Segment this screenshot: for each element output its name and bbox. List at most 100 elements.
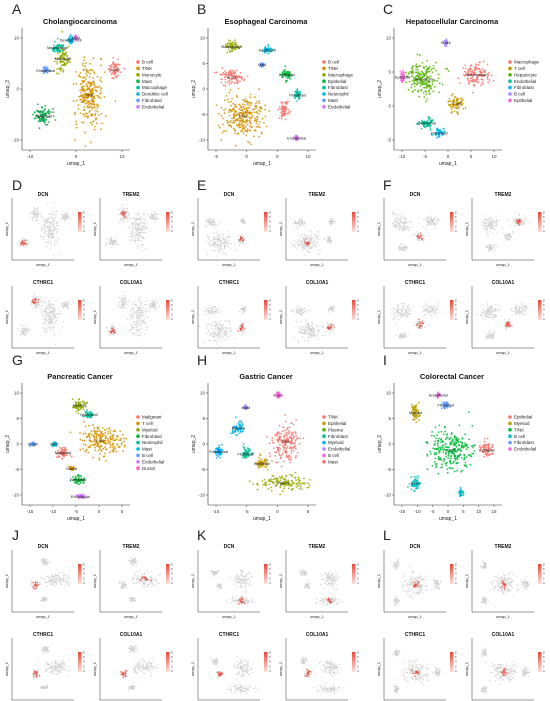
x-tick-label: 0: [245, 154, 248, 159]
umap-point: [297, 478, 300, 481]
umap-point: [249, 111, 252, 114]
cell-point: [55, 222, 58, 224]
umap-point: [111, 64, 113, 66]
x-tick-label: -5: [431, 509, 435, 514]
umap-point: [97, 96, 100, 99]
umap-point: [491, 452, 493, 455]
umap-point: [471, 452, 473, 455]
umap-point: [289, 436, 292, 438]
umap-point: [276, 435, 278, 437]
cell-point: [51, 236, 53, 238]
cluster-label: Endothelial: [429, 394, 448, 398]
umap-point: [289, 461, 291, 463]
umap-point: [456, 450, 458, 453]
umap-point: [81, 100, 84, 103]
umap-point: [234, 416, 237, 419]
umap-point: [441, 407, 443, 410]
umap-point: [279, 443, 281, 446]
umap-point: [93, 105, 95, 108]
umap-point: [120, 443, 123, 446]
umap-point: [473, 69, 476, 72]
umap-point: [239, 80, 242, 83]
umap-point: [96, 110, 99, 113]
x-axis-label: umap_1: [253, 161, 271, 167]
cell-point: [115, 239, 117, 242]
umap-point: [232, 119, 235, 122]
umap-point: [276, 432, 278, 435]
umap-point: [54, 119, 57, 121]
umap-point: [72, 100, 75, 102]
umap-point: [98, 457, 101, 460]
legend-label: Monocyte: [142, 72, 162, 77]
x-tick-label: 0: [75, 154, 78, 159]
umap-point: [91, 69, 94, 72]
umap-point: [454, 106, 457, 109]
cluster-label: Endothelial: [287, 136, 306, 140]
umap-point: [426, 455, 429, 457]
umap-point: [87, 71, 89, 73]
color-scale-bar: [78, 212, 82, 232]
umap-point: [444, 45, 447, 47]
umap-point: [275, 461, 277, 464]
legend-label: Endothelial: [514, 447, 536, 452]
umap-point: [227, 121, 229, 123]
umap-point: [93, 128, 96, 131]
umap-point: [416, 73, 419, 75]
legend-swatch: [508, 79, 512, 83]
umap-point: [85, 96, 88, 99]
umap-point: [424, 90, 427, 92]
umap-point: [289, 473, 291, 476]
umap-point: [97, 430, 99, 432]
cell-point: [134, 218, 136, 220]
umap-point: [453, 110, 456, 113]
umap-point: [428, 92, 431, 95]
umap-point: [460, 97, 463, 99]
umap-point: [469, 79, 472, 82]
umap-point: [221, 67, 224, 70]
cell-point: [123, 205, 125, 207]
cell-point: [41, 236, 44, 238]
legend-swatch: [508, 92, 512, 96]
umap-point: [84, 115, 86, 118]
umap-point: [418, 75, 421, 77]
umap-point: [93, 427, 96, 429]
x-tick-label: -15: [27, 509, 34, 514]
y-tick-label: -10: [198, 493, 205, 498]
legend-item: B cell: [136, 453, 153, 458]
x-tick-label: -5: [74, 509, 78, 514]
expressing-cell: [25, 243, 28, 246]
umap-point: [287, 111, 290, 114]
umap-point: [215, 457, 218, 459]
umap-point: [295, 418, 297, 421]
umap-point: [239, 121, 241, 124]
umap-point: [303, 483, 305, 485]
umap-point: [271, 437, 274, 440]
umap-point: [75, 82, 78, 85]
umap-point: [79, 432, 81, 434]
umap-point: [255, 110, 258, 113]
cell-point: [137, 234, 139, 236]
umap-point: [75, 123, 78, 126]
umap-point: [411, 67, 413, 70]
umap-point: [449, 457, 452, 460]
umap-point: [228, 50, 231, 53]
umap-point: [244, 125, 247, 128]
cluster-label: T/NK: [446, 449, 455, 453]
cell-point: [112, 241, 114, 244]
cell-point: [19, 242, 21, 244]
cluster-label: Endothelial: [209, 450, 228, 454]
umap-point: [245, 134, 248, 137]
umap-point: [224, 99, 226, 102]
umap-point: [108, 427, 111, 429]
umap-point: [61, 54, 63, 57]
umap-point: [300, 483, 303, 486]
legend-item: Mast: [322, 459, 339, 464]
umap-cluster: T/NK: [215, 87, 271, 147]
legend-item: Neutrophil: [322, 92, 349, 97]
cell-point: [147, 213, 150, 215]
umap-point: [412, 82, 415, 85]
umap-point: [97, 95, 99, 97]
umap-point: [85, 78, 87, 80]
legend-label: B cell: [142, 453, 153, 458]
